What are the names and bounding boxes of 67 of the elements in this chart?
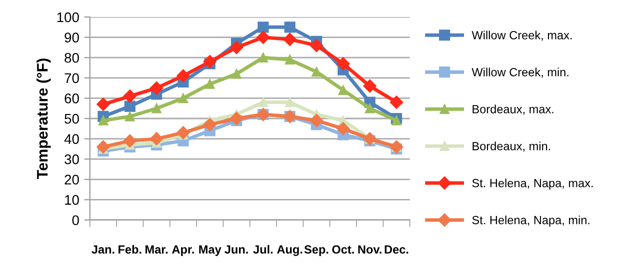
x-tick-label: Oct. <box>332 245 354 254</box>
point <box>203 118 216 132</box>
point <box>98 116 108 126</box>
point <box>363 79 376 93</box>
y-tick-label: 40 <box>64 134 79 144</box>
point <box>96 140 110 154</box>
point <box>150 132 164 146</box>
legend-label: St. Helena, Napa, max. <box>472 178 593 190</box>
x-tick-label: Feb. <box>118 244 142 254</box>
x-tick-label: Mar. <box>146 245 168 254</box>
point <box>176 126 190 140</box>
y-axis-title: Temperature (°F) <box>36 58 51 179</box>
y-tick-label: 50 <box>64 114 79 124</box>
point <box>312 66 322 77</box>
x-tick-label: Apr. <box>172 245 194 256</box>
point <box>310 114 324 128</box>
legend-label: Willow Creek, max. <box>472 30 572 41</box>
x-tick-label: Jun. <box>224 245 248 254</box>
point <box>152 103 162 114</box>
point <box>125 112 135 122</box>
y-tick-label: 90 <box>64 32 79 42</box>
x-tick-label: Nov. <box>358 245 382 254</box>
point <box>310 38 324 52</box>
y-tick-label: 0 <box>72 215 79 226</box>
x-tick-label: Dec. <box>384 245 408 254</box>
point <box>232 68 242 79</box>
point <box>205 79 215 89</box>
legend-label: St. Helena, Napa, min. <box>472 216 590 227</box>
point <box>230 112 244 126</box>
point <box>203 55 216 68</box>
point <box>284 54 295 65</box>
y-tick-label: 80 <box>64 52 79 63</box>
y-tick-label: 100 <box>57 12 79 22</box>
legend-label: Bordeaux, min. <box>472 142 550 152</box>
point <box>258 22 269 33</box>
y-tick-label: 60 <box>64 94 79 104</box>
x-tick-label: Jul. <box>253 244 273 254</box>
point <box>96 98 110 111</box>
point <box>123 134 136 148</box>
point <box>176 69 190 82</box>
point <box>123 90 136 103</box>
point <box>230 40 244 54</box>
point <box>336 57 350 70</box>
point <box>258 52 268 62</box>
point <box>390 96 404 109</box>
legend-label: Willow Creek, min. <box>472 68 568 78</box>
point <box>283 32 296 46</box>
point <box>150 81 164 95</box>
y-tick-label: 30 <box>64 154 79 164</box>
x-tick-label: Aug. <box>277 245 302 256</box>
y-tick-label: 10 <box>65 195 79 205</box>
point <box>258 97 268 108</box>
point <box>284 97 295 108</box>
y-tick-label: 20 <box>64 174 79 185</box>
x-tick-label: May <box>199 245 222 256</box>
x-tick-label: Sep. <box>304 245 328 256</box>
point <box>338 85 348 95</box>
point <box>336 122 350 136</box>
y-tick-label: 70 <box>64 73 79 84</box>
point <box>284 22 296 33</box>
x-tick-label: Jan. <box>92 245 114 254</box>
legend-label: Bordeaux, max. <box>472 104 554 115</box>
point <box>364 103 375 114</box>
point <box>124 100 136 112</box>
point <box>256 30 270 44</box>
point <box>178 93 188 104</box>
point <box>392 116 402 126</box>
